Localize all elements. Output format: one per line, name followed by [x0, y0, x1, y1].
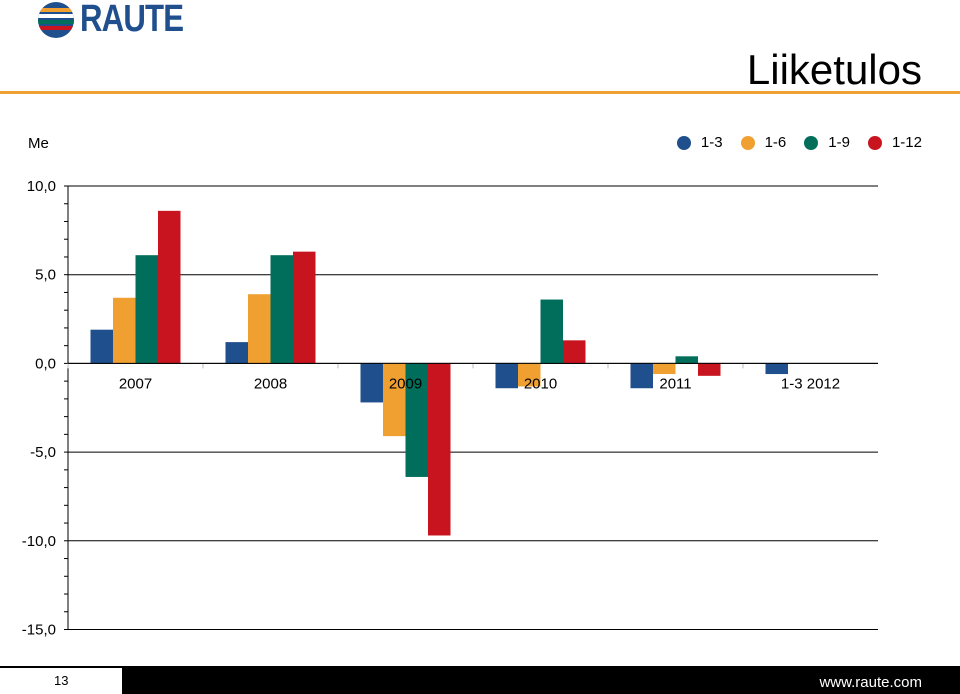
page-number: 13 [0, 668, 122, 694]
x-tick-label: 2008 [254, 375, 287, 392]
bar [360, 363, 383, 403]
legend-swatch [867, 135, 882, 150]
legend-swatch [804, 135, 819, 150]
bar [135, 255, 158, 364]
x-tick-label: 2007 [119, 375, 152, 392]
bar [90, 329, 113, 364]
legend-swatch [740, 135, 755, 150]
x-tick-label: 2011 [659, 375, 691, 392]
bar [563, 340, 586, 364]
legend-item: 1-9 [804, 134, 850, 151]
website-link[interactable]: www.raute.com [819, 674, 922, 691]
bar [248, 294, 271, 364]
bar [293, 251, 316, 364]
bar [630, 363, 653, 389]
y-tick-label: 0,0 [35, 355, 56, 372]
logo-emblem [38, 2, 74, 38]
y-tick-label: 10,0 [27, 178, 56, 195]
legend-label: 1-9 [828, 134, 850, 151]
bar [225, 342, 248, 364]
bar [113, 297, 136, 364]
legend-item: 1-3 [676, 134, 723, 151]
bar [540, 299, 563, 364]
bar [158, 210, 181, 364]
y-axis-unit-label: Me [28, 135, 49, 152]
title-divider [0, 91, 960, 94]
y-tick-label: 5,0 [35, 267, 56, 284]
legend-swatch [676, 135, 691, 150]
bar [383, 363, 406, 437]
legend-item: 1-12 [867, 134, 922, 151]
bar [405, 363, 428, 477]
y-tick-label: -10,0 [22, 533, 56, 550]
x-tick-label: 2010 [524, 375, 557, 392]
bar [765, 363, 788, 375]
y-tick-label: -15,0 [22, 622, 56, 639]
x-tick-label: 2009 [389, 375, 422, 392]
bar [675, 356, 698, 364]
y-tick-label: -5,0 [30, 444, 56, 461]
legend-label: 1-6 [764, 134, 787, 151]
raute-logo: RAUTE [38, 0, 188, 40]
bar-chart: 10,0 5,0 0,0 -5,0 -10,0 -15,0 2007 2008 2009 2010… [22, 178, 878, 639]
bar [698, 363, 721, 376]
bar [270, 255, 293, 364]
bar [653, 363, 676, 375]
legend-label: 1-3 [700, 134, 723, 151]
slide-title: Liiketulos [746, 46, 922, 93]
logo-wordmark: RAUTE [80, 0, 184, 40]
bar [518, 363, 541, 387]
legend-item: 1-6 [740, 134, 787, 151]
bar [428, 363, 451, 536]
chart-legend: 1-3 1-6 1-9 1-12 [659, 134, 922, 151]
footer-bar [0, 666, 960, 694]
x-tick-label: 1-3 2012 [781, 375, 840, 392]
bar [495, 363, 518, 389]
legend-label: 1-12 [891, 134, 922, 151]
